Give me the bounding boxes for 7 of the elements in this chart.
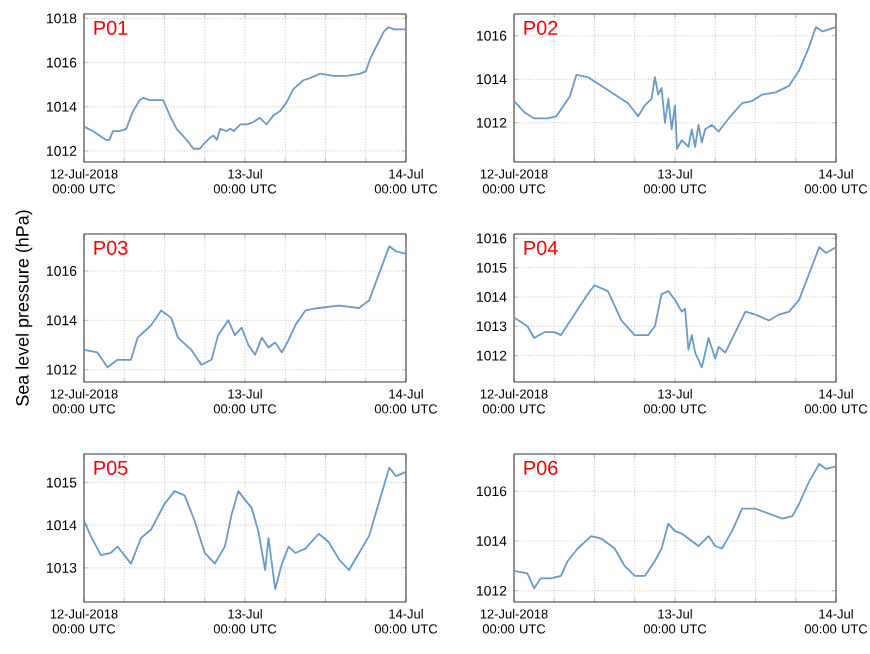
chart-title: P06: [524, 460, 558, 475]
y-axis-title: Sea level pressure (hPa): [15, 210, 33, 406]
chart-title: P01: [94, 20, 128, 35]
chart-title: P02: [524, 20, 558, 35]
chart-title: P04: [524, 240, 558, 255]
chart-title: P05: [94, 460, 128, 475]
chart-title: P03: [94, 240, 128, 255]
